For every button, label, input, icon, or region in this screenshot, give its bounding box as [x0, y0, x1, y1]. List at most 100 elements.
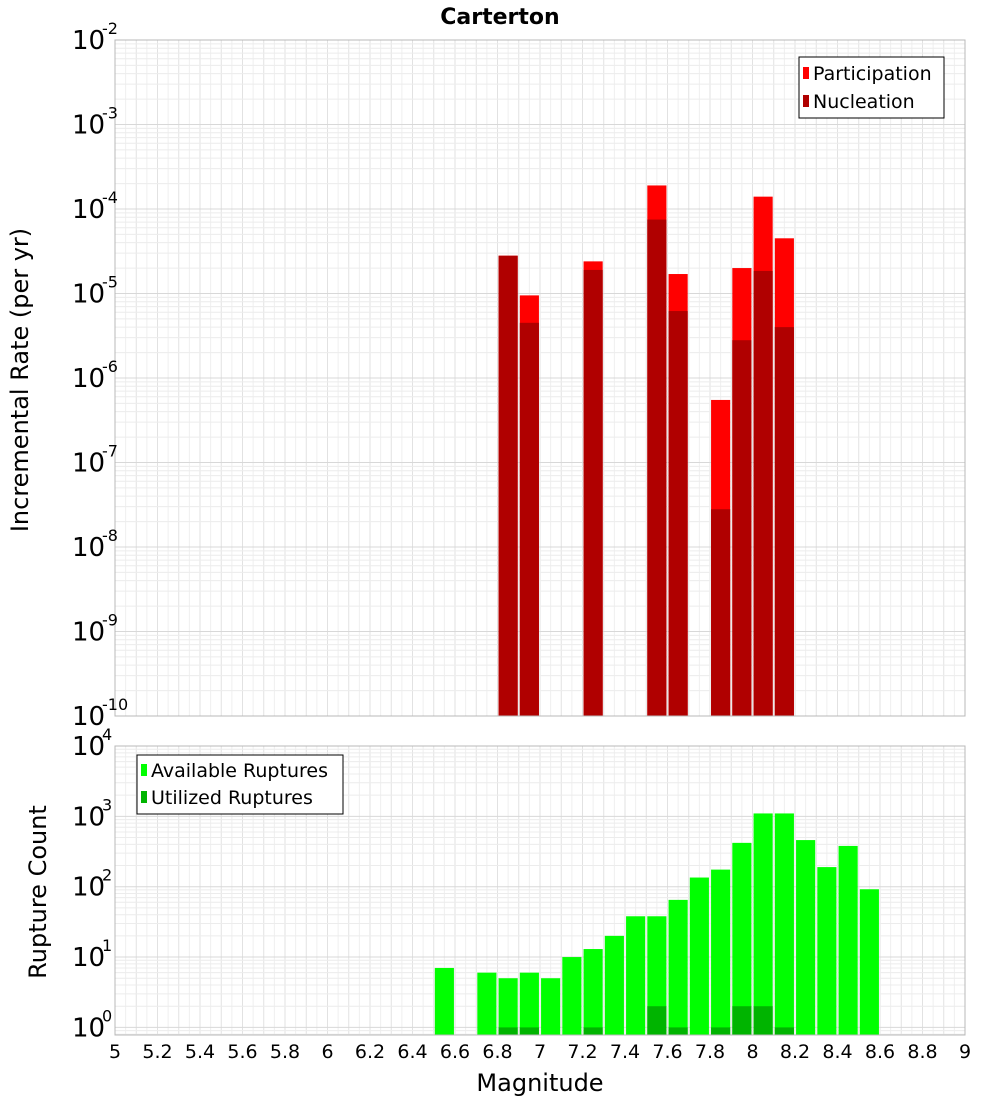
top-y-tick-label: 10-9 [72, 611, 118, 648]
x-tick-label: 9 [959, 1041, 971, 1063]
y-tick-exponent: -9 [102, 611, 118, 630]
bottom-bar-available-ruptures [668, 899, 688, 1035]
x-tick-label: 8.4 [822, 1041, 852, 1063]
bottom-y-tick-label: 102 [72, 866, 112, 903]
top-gridlines [114, 40, 966, 717]
top-legend-box [798, 56, 945, 119]
top-bars [498, 185, 794, 717]
top-bar-nucleation [774, 327, 794, 716]
bottom-bar-utilized-ruptures [732, 1006, 752, 1035]
y-tick-exponent: -3 [102, 104, 118, 123]
bottom-bar-available-ruptures [711, 869, 731, 1035]
top-y-tick-label: 10-2 [72, 19, 118, 56]
top-y-tick-label: 10-4 [72, 188, 118, 225]
bottom-bar-utilized-ruptures [583, 1027, 603, 1035]
bottom-plot-frame [114, 745, 966, 1036]
y-tick-base: 10 [72, 943, 105, 973]
bottom-bar-utilized-ruptures [498, 1027, 518, 1035]
bottom-bar-utilized-ruptures [668, 1027, 688, 1035]
x-tick-label: 5.4 [185, 1041, 215, 1063]
y-tick-exponent: -7 [102, 442, 118, 461]
top-bar-nucleation [753, 270, 773, 716]
x-tick-label: 7.2 [567, 1041, 597, 1063]
top-y-tick-label: 10-7 [72, 442, 118, 479]
top-bar-nucleation [732, 340, 752, 716]
y-tick-base: 10 [72, 26, 105, 56]
y-tick-base: 10 [72, 449, 105, 479]
y-tick-exponent: 0 [102, 1006, 112, 1025]
legend-swatch-utilized [141, 791, 147, 803]
y-tick-base: 10 [72, 618, 105, 648]
bottom-bar-available-ruptures [434, 967, 454, 1035]
x-tick-labels: 5 5.2 5.4 5.6 5.8 6 6.2 6.4 6.6 6.8 7 7.2 7.4 7.6 7.8 8… [109, 1041, 971, 1063]
bottom-bar-utilized-ruptures [711, 1027, 731, 1035]
y-tick-exponent: 1 [102, 936, 112, 955]
y-tick-base: 10 [72, 195, 105, 225]
x-tick-label: 5.2 [142, 1041, 172, 1063]
top-plot-frame [114, 39, 966, 717]
bottom-bar-available-ruptures [541, 978, 561, 1035]
x-tick-label: 6.8 [482, 1041, 512, 1063]
bottom-bar-utilized-ruptures [647, 1006, 667, 1035]
bottom-bars [434, 813, 879, 1035]
x-tick-label: 7.8 [695, 1041, 725, 1063]
y-tick-exponent: -6 [102, 357, 118, 376]
x-tick-label: 8.8 [907, 1041, 937, 1063]
bottom-bar-utilized-ruptures [519, 1027, 539, 1035]
x-tick-label: 8.6 [865, 1041, 895, 1063]
x-tick-label: 6.6 [440, 1041, 470, 1063]
legend-label-participation: Participation [813, 63, 932, 85]
top-legend: Participation Nucleation [798, 56, 945, 119]
bottom-bar-available-ruptures [498, 978, 518, 1035]
bottom-y-tick-label: 101 [72, 936, 112, 973]
y-tick-base: 10 [72, 1013, 105, 1043]
legend-label-utilized: Utilized Ruptures [151, 787, 313, 809]
legend-swatch-participation [803, 67, 809, 79]
y-tick-base: 10 [72, 702, 105, 732]
y-tick-base: 10 [72, 533, 105, 563]
bottom-bar-available-ruptures [838, 845, 858, 1035]
y-tick-exponent: -10 [102, 695, 128, 714]
top-y-tick-label: 10-5 [72, 273, 118, 310]
y-tick-base: 10 [72, 732, 105, 762]
top-y-axis-label: Incremental Rate (per yr) [6, 228, 34, 532]
top-y-tick-label: 10-8 [72, 526, 118, 563]
bottom-bar-available-ruptures [519, 972, 539, 1035]
x-tick-label: 7.6 [652, 1041, 682, 1063]
legend-label-nucleation: Nucleation [813, 91, 915, 113]
bottom-y-tick-label: 103 [72, 795, 112, 832]
y-tick-exponent: -8 [102, 526, 118, 545]
y-tick-exponent: 3 [102, 795, 112, 814]
x-axis-label: Magnitude [476, 1069, 603, 1097]
y-tick-base: 10 [72, 280, 105, 310]
y-tick-exponent: -4 [102, 188, 118, 207]
x-tick-label: 6.2 [355, 1041, 385, 1063]
bottom-bar-available-ruptures [562, 957, 582, 1035]
x-tick-label: 5 [109, 1041, 121, 1063]
x-tick-label: 5.8 [270, 1041, 300, 1063]
y-tick-base: 10 [72, 873, 105, 903]
top-bar-nucleation [498, 255, 518, 716]
legend-label-available: Available Ruptures [151, 760, 328, 782]
x-tick-label: 8 [746, 1041, 758, 1063]
y-tick-base: 10 [72, 802, 105, 832]
bottom-y-tick-label: 100 [72, 1006, 112, 1043]
bottom-bar-available-ruptures [859, 889, 879, 1035]
bottom-bar-available-ruptures [477, 972, 497, 1035]
bottom-y-axis-label: Rupture Count [24, 805, 52, 979]
y-tick-exponent: 2 [102, 866, 112, 885]
top-bar-nucleation [583, 269, 603, 716]
top-bar-nucleation [647, 219, 667, 717]
x-tick-label: 7 [534, 1041, 546, 1063]
bottom-bar-utilized-ruptures [774, 1027, 794, 1035]
bottom-bar-available-ruptures [796, 840, 816, 1035]
top-bar-nucleation [668, 311, 688, 716]
y-tick-base: 10 [72, 364, 105, 394]
bottom-bar-available-ruptures [817, 867, 837, 1035]
x-tick-label: 6 [321, 1041, 333, 1063]
top-y-tick-label: 10-6 [72, 357, 118, 394]
